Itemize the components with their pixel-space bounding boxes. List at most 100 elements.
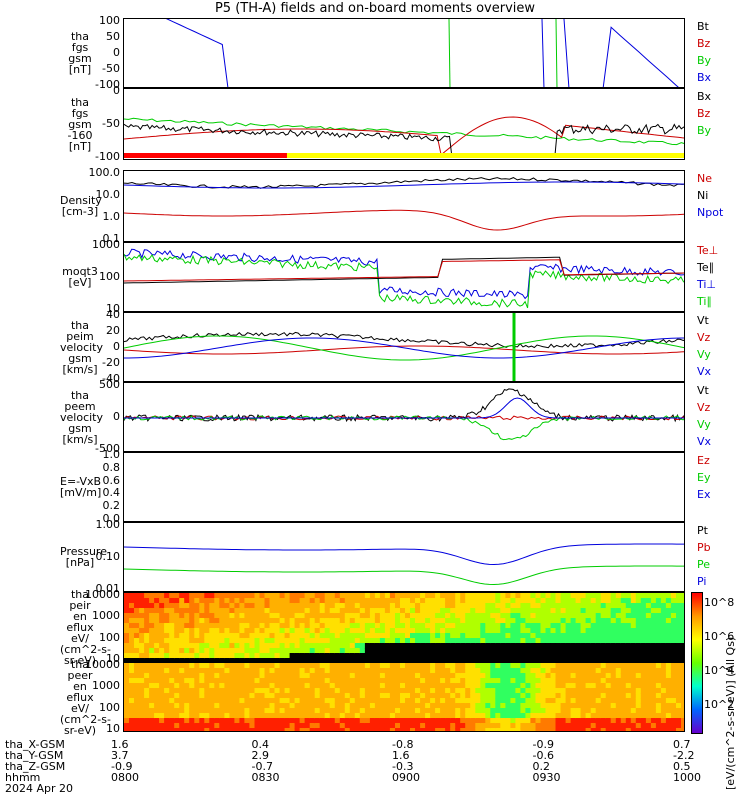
- spectrogram-cell: [470, 693, 476, 699]
- spectrogram-cell: [630, 688, 637, 694]
- spectrogram-cell: [344, 628, 351, 634]
- spectrogram-cell: [354, 683, 361, 689]
- spectrogram-cell: [610, 603, 617, 609]
- spectrogram-cell: [415, 708, 421, 714]
- spectrogram-cell: [645, 673, 652, 679]
- spectrogram-cell: [450, 728, 456, 731]
- spectrogram-cell: [169, 688, 175, 694]
- spectrogram-cell: [274, 718, 281, 724]
- spectrogram-cell: [204, 603, 210, 609]
- spectrogram-cell: [430, 603, 436, 609]
- spectrogram-cell: [209, 593, 215, 599]
- spectrogram-cell: [475, 648, 481, 654]
- spectrogram-cell: [395, 618, 401, 624]
- spectrogram-cell: [204, 703, 210, 709]
- spectrogram-cell: [630, 698, 637, 704]
- spectrogram-cell: [520, 628, 526, 634]
- spectrogram-cell: [204, 688, 210, 694]
- spectrogram-cell: [645, 633, 652, 639]
- spectrogram-cell: [575, 673, 582, 679]
- spectrogram-cell: [344, 723, 351, 729]
- spectrogram-cell: [405, 633, 411, 639]
- spectrogram-cell: [565, 683, 572, 689]
- spectrogram-cell: [159, 718, 165, 724]
- spectrogram-cell: [219, 643, 225, 649]
- spectrogram-cell: [560, 703, 567, 709]
- spectrogram-cell: [184, 648, 190, 654]
- spectrogram-cell: [415, 628, 421, 634]
- spectrogram-cell: [269, 678, 276, 684]
- spectrogram-cell: [284, 628, 291, 634]
- spectrogram-cell: [560, 668, 567, 674]
- spectrogram-cell: [465, 658, 471, 661]
- spectrogram-cell: [279, 598, 286, 604]
- spectrogram-cell: [681, 728, 684, 731]
- spectrogram-cell: [445, 698, 451, 704]
- spectrogram-cell: [339, 593, 346, 599]
- spectrogram-cell: [209, 633, 215, 639]
- spectrogram-cell: [630, 603, 637, 609]
- spectrogram-cell: [460, 728, 466, 731]
- spectrogram-cell: [389, 658, 396, 661]
- spectrogram-cell: [595, 623, 602, 629]
- spectrogram-cell: [214, 663, 220, 669]
- spectrogram-cell: [560, 683, 567, 689]
- spectrogram-cell: [309, 613, 316, 619]
- spectrogram-cell: [219, 718, 225, 724]
- spectrogram-cell: [500, 678, 506, 684]
- spectrogram-cell: [635, 648, 642, 654]
- spectrogram-cell: [610, 713, 617, 719]
- spectrogram-cell: [630, 608, 637, 614]
- spectrogram-cell: [169, 598, 175, 604]
- spectrogram-cell: [284, 593, 291, 599]
- spectrogram-cell: [520, 618, 526, 624]
- series-bx-late: [602, 26, 679, 87]
- spectrogram-cell: [645, 603, 652, 609]
- spectrogram-cell: [645, 638, 652, 644]
- spectrogram-cell: [450, 648, 456, 654]
- spectrogram-cell: [670, 723, 677, 729]
- spectrogram-cell: [570, 703, 577, 709]
- spectrogram-cell: [630, 663, 637, 669]
- spectrogram-cell: [400, 673, 406, 679]
- spectrogram-cell: [279, 618, 286, 624]
- spectrogram-cell: [384, 683, 391, 689]
- spectrogram-cell: [364, 653, 371, 659]
- spectrogram-cell: [339, 658, 346, 661]
- spectrogram-cell: [144, 653, 150, 659]
- spectrogram-cell: [681, 608, 684, 614]
- spectrogram-cell: [319, 693, 326, 699]
- spectrogram-cell: [344, 618, 351, 624]
- spectrogram-cell: [450, 703, 456, 709]
- spectrogram-cell: [179, 633, 185, 639]
- spectrogram-cell: [485, 668, 491, 674]
- spectrogram-cell: [490, 628, 496, 634]
- spectrogram-cell: [234, 708, 240, 714]
- footer-value: 2.9: [251, 749, 270, 762]
- spectrogram-cell: [585, 633, 592, 639]
- spectrogram-cell: [615, 683, 622, 689]
- spectrogram-cell: [620, 653, 627, 659]
- spectrogram-cell: [660, 668, 667, 674]
- spectrogram-cell: [610, 703, 617, 709]
- spectrogram-cell: [174, 663, 180, 669]
- spectrogram-cell: [289, 658, 296, 661]
- spectrogram-cell: [364, 633, 371, 639]
- spectrogram-cell: [676, 718, 682, 724]
- spectrogram-cell: [681, 708, 684, 714]
- spectrogram-cell: [681, 628, 684, 634]
- spectrogram-cell: [164, 708, 170, 714]
- spectrogram-cell: [540, 718, 547, 724]
- spectrogram-cell: [670, 703, 677, 709]
- spectrogram-cell: [480, 713, 486, 719]
- spectrogram-cell: [304, 663, 311, 669]
- spectrogram-cell: [269, 673, 276, 679]
- y-tick-label: -50: [102, 117, 120, 130]
- spectrogram-cell: [465, 608, 471, 614]
- spectrogram-cell: [374, 688, 381, 694]
- spectrogram-cell: [169, 603, 175, 609]
- spectrogram-cell: [490, 638, 496, 644]
- spectrogram-cell: [455, 698, 461, 704]
- spectrogram-cell: [189, 663, 195, 669]
- spectrogram-cell: [384, 688, 391, 694]
